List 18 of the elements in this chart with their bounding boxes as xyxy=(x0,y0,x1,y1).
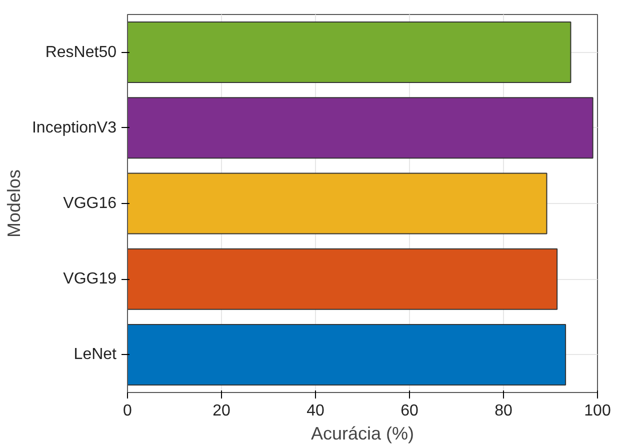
y-tick-label: LeNet xyxy=(74,346,118,364)
bar xyxy=(128,324,566,386)
x-tick-label: 100 xyxy=(584,402,611,420)
x-tick-label: 0 xyxy=(123,402,132,420)
x-tick-label: 40 xyxy=(306,402,324,420)
y-tick-label: InceptionV3 xyxy=(32,119,117,136)
y-tick-label: VGG16 xyxy=(63,195,117,212)
bar xyxy=(128,172,548,234)
y-tick-label: VGG19 xyxy=(63,270,117,288)
x-tick-label: 80 xyxy=(494,402,512,420)
y-tick-label: ResNet50 xyxy=(45,44,117,61)
y-axis-title: Modelos xyxy=(4,169,24,238)
bar xyxy=(128,248,558,310)
x-tick-label: 60 xyxy=(400,402,418,420)
bar xyxy=(128,22,572,84)
x-tick-label: 20 xyxy=(212,402,230,420)
x-axis-title: Acurácia (%) xyxy=(310,424,414,444)
bar xyxy=(128,97,594,159)
